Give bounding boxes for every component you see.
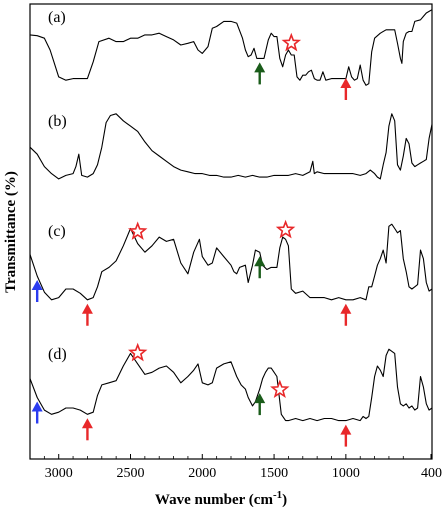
peak-arrow-marker [340,78,352,100]
peak-star-marker [281,32,302,52]
x-axis-title-main: Wave number (cm [155,492,274,508]
panel-label-d: (d) [48,346,67,363]
x-axis-title-close: ) [282,492,287,508]
peak-star-marker [128,221,148,240]
peak-arrow-marker [81,303,93,326]
peak-arrow-marker [31,280,43,302]
y-axis-title: Transmittance (%) [3,171,19,293]
spectrum-line-a [29,9,433,86]
peak-arrow-marker [254,62,266,85]
spectrum-line-b [29,113,433,180]
x-tick-label: 1500 [260,466,288,481]
spectra-group: (a) (b) (c) (d) [29,9,433,422]
peak-arrow-marker [31,401,43,424]
peak-arrow-marker [340,303,352,326]
peak-arrow-marker [254,393,266,416]
panel-label-b: (b) [48,113,67,130]
x-tick-label: 2500 [117,466,145,481]
peak-arrow-marker [81,418,93,441]
x-tick-label: 1000 [332,466,360,481]
panel-label-a: (a) [48,9,66,26]
x-tick-label: 400 [421,466,442,481]
peak-arrow-marker [340,424,352,447]
plot-frame [29,3,433,460]
peak-star-marker [128,342,148,362]
spectrum-line-c [29,223,433,301]
x-tick-label: 3000 [45,466,73,481]
peak-star-marker [275,219,296,239]
spectrum-line-d [29,348,433,422]
peak-star-marker [270,379,290,399]
x-axis-title-unit-exponent: -1 [273,489,282,501]
x-axis-title: Wave number (cm-1) [155,489,287,508]
panel-label-c: (c) [48,223,66,240]
x-tick-label: 2000 [188,466,216,481]
peak-arrow-marker [254,256,266,279]
peak-markers-group [31,32,352,447]
x-axis-ticks: 3000 2500 2000 1500 1000 400 [43,454,442,481]
